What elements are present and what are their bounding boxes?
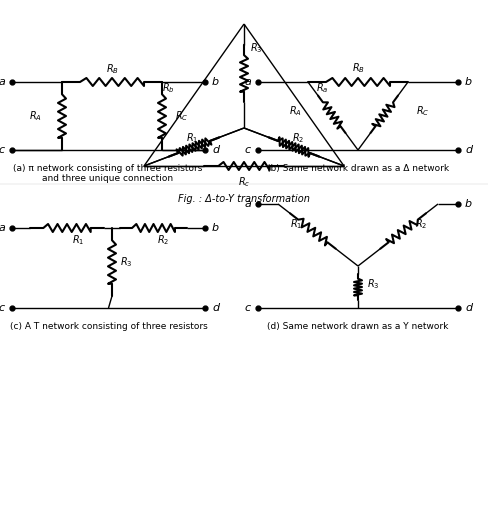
Text: a: a xyxy=(0,77,5,87)
Text: c: c xyxy=(245,145,251,155)
Text: $R_c$: $R_c$ xyxy=(238,175,250,189)
Text: $R_3$: $R_3$ xyxy=(250,41,263,55)
Text: $R_1$: $R_1$ xyxy=(185,131,198,145)
Text: $R_B$: $R_B$ xyxy=(105,62,119,76)
Text: $R_a$: $R_a$ xyxy=(316,81,328,95)
Text: a: a xyxy=(0,223,5,233)
Text: b: b xyxy=(465,77,472,87)
Text: $R_b$: $R_b$ xyxy=(162,81,175,95)
Text: Fig. : Δ-to-Y transformation: Fig. : Δ-to-Y transformation xyxy=(178,194,310,204)
Text: $R_2$: $R_2$ xyxy=(292,131,305,145)
Text: $R_B$: $R_B$ xyxy=(351,61,365,75)
Text: c: c xyxy=(0,303,5,313)
Text: $R_A$: $R_A$ xyxy=(29,109,42,123)
Text: $R_1$: $R_1$ xyxy=(289,217,302,231)
Text: $R_3$: $R_3$ xyxy=(120,255,133,269)
Text: $R_1$: $R_1$ xyxy=(72,233,84,247)
Text: b: b xyxy=(465,199,472,209)
Text: b: b xyxy=(212,77,219,87)
Text: (a) π network consisting of three resistors
and three unique connection: (a) π network consisting of three resist… xyxy=(13,164,203,183)
Text: b: b xyxy=(212,223,219,233)
Text: (d) Same network drawn as a Y network: (d) Same network drawn as a Y network xyxy=(267,322,448,331)
Text: $R_2$: $R_2$ xyxy=(415,217,427,231)
Text: (c) A T network consisting of three resistors: (c) A T network consisting of three resi… xyxy=(10,322,208,331)
Text: $R_C$: $R_C$ xyxy=(416,104,429,118)
Text: d: d xyxy=(212,303,219,313)
Text: d: d xyxy=(465,303,472,313)
Text: c: c xyxy=(245,303,251,313)
Text: d: d xyxy=(465,145,472,155)
Text: d: d xyxy=(212,145,219,155)
Text: $R_2$: $R_2$ xyxy=(157,233,169,247)
Text: $R_C$: $R_C$ xyxy=(175,109,188,123)
Text: c: c xyxy=(0,145,5,155)
Text: a: a xyxy=(244,77,251,87)
Text: $R_3$: $R_3$ xyxy=(367,277,380,291)
Text: a: a xyxy=(244,199,251,209)
Text: $R_A$: $R_A$ xyxy=(289,104,302,118)
Text: (b) Same network drawn as a Δ network: (b) Same network drawn as a Δ network xyxy=(267,164,449,173)
